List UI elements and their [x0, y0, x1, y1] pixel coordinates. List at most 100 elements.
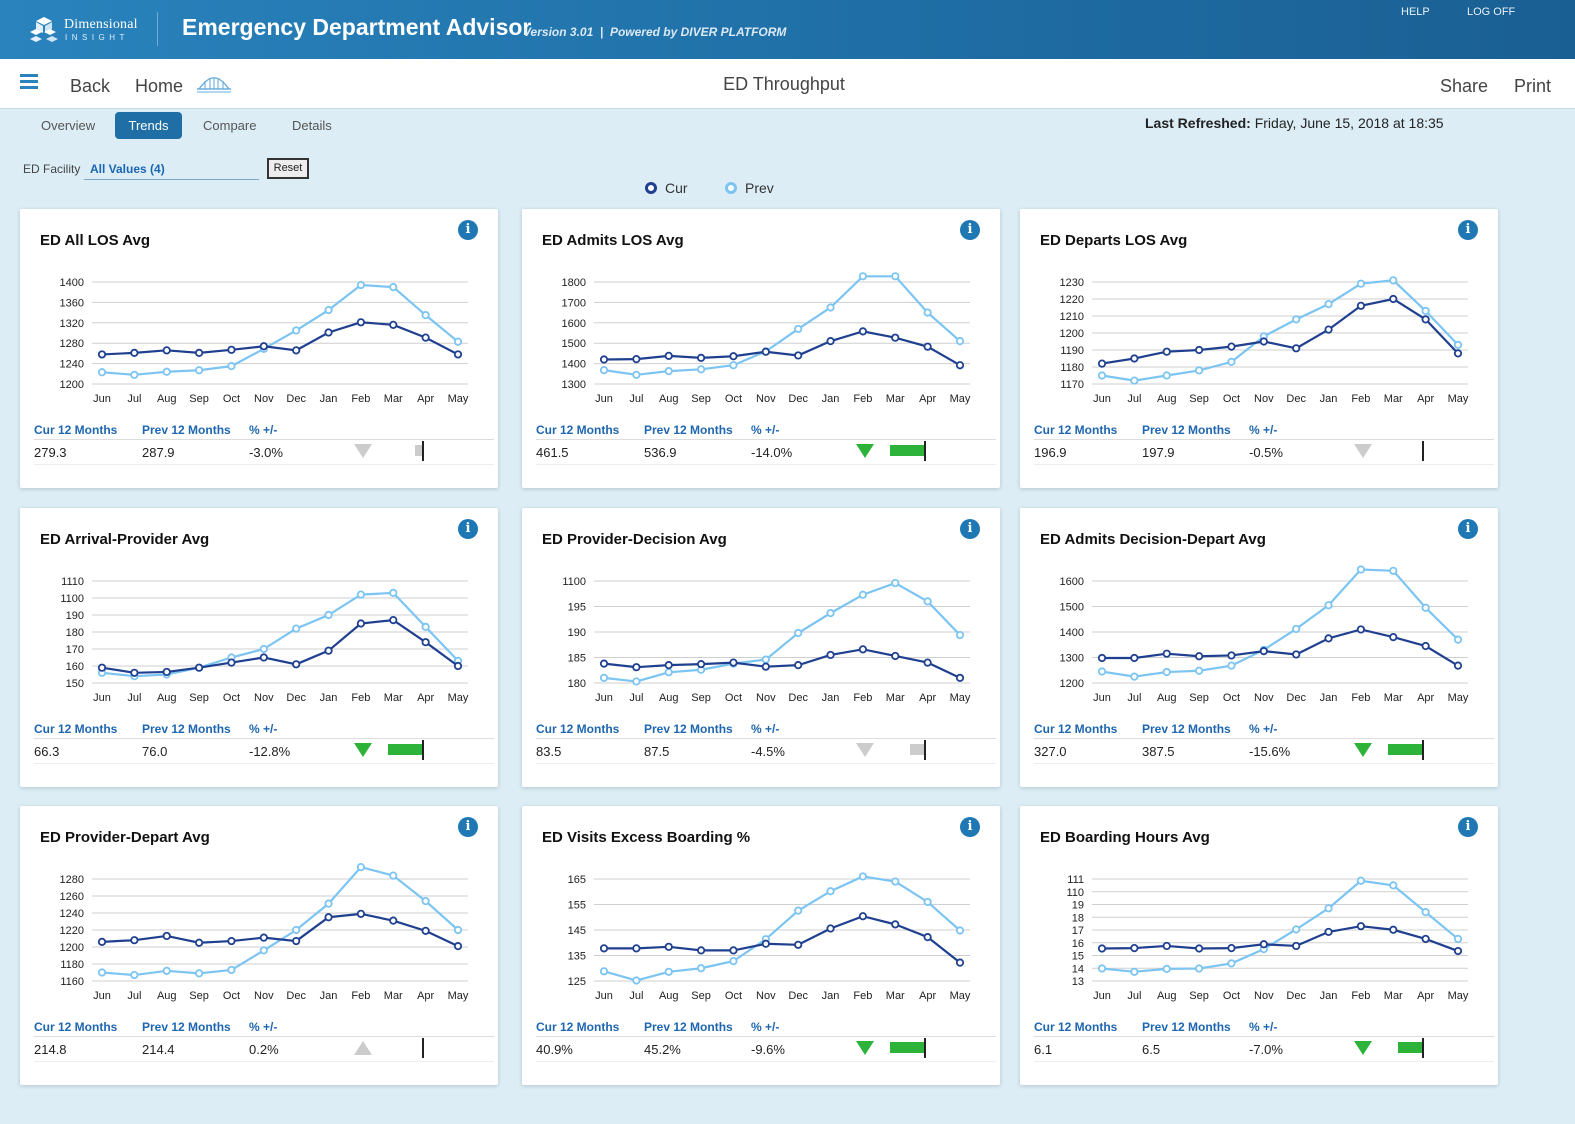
prev-data-point[interactable] [664, 367, 673, 376]
info-icon[interactable]: i [960, 519, 980, 539]
facility-filter-select[interactable]: All Values (4) [84, 158, 259, 180]
prev-data-point[interactable] [794, 906, 803, 915]
prev-data-point[interactable] [389, 282, 398, 292]
prev-data-point[interactable] [292, 326, 301, 335]
info-icon[interactable]: i [960, 220, 980, 240]
prev-data-point[interactable] [1292, 315, 1301, 324]
cur-data-point[interactable] [891, 920, 900, 929]
cur-data-point[interactable] [1324, 634, 1333, 643]
prev-data-point[interactable] [1356, 279, 1366, 288]
cur-data-point[interactable] [97, 937, 107, 947]
cur-data-point[interactable] [227, 658, 236, 667]
prev-data-point[interactable] [227, 362, 236, 371]
info-icon[interactable]: i [1458, 817, 1478, 837]
cur-data-point[interactable] [891, 333, 900, 342]
cur-data-point[interactable] [1097, 653, 1107, 663]
cur-data-point[interactable] [923, 658, 932, 667]
prev-data-point[interactable] [292, 624, 301, 633]
prev-data-point[interactable] [259, 946, 268, 955]
cur-data-point[interactable] [1356, 301, 1366, 310]
cur-data-point[interactable] [324, 328, 333, 337]
prev-data-point[interactable] [227, 965, 236, 975]
prev-data-point[interactable] [194, 366, 204, 375]
cur-data-point[interactable] [632, 355, 641, 364]
prev-data-point[interactable] [1130, 967, 1139, 976]
cur-data-point[interactable] [1292, 344, 1301, 353]
cur-data-point[interactable] [599, 659, 609, 668]
prev-data-point[interactable] [923, 897, 932, 907]
back-link[interactable]: Back [70, 76, 111, 96]
cur-data-point[interactable] [696, 353, 706, 362]
cur-data-point[interactable] [1227, 944, 1236, 953]
prev-data-point[interactable] [696, 365, 706, 374]
prev-data-point[interactable] [324, 610, 333, 620]
tab-overview[interactable]: Overview [41, 118, 96, 133]
cur-data-point[interactable] [826, 924, 835, 933]
cur-data-point[interactable] [162, 346, 171, 355]
tab-compare[interactable]: Compare [203, 118, 257, 133]
prev-data-point[interactable] [1097, 964, 1107, 973]
prev-data-point[interactable] [292, 925, 301, 935]
prev-data-point[interactable] [356, 280, 366, 290]
cur-data-point[interactable] [955, 958, 965, 967]
prev-data-point[interactable] [1421, 603, 1430, 612]
prev-data-point[interactable] [1453, 934, 1463, 944]
cur-data-point[interactable] [923, 933, 932, 942]
cur-data-point[interactable] [421, 638, 430, 647]
prev-data-point[interactable] [1453, 340, 1463, 350]
prev-data-point[interactable] [632, 677, 641, 686]
cur-data-point[interactable] [259, 933, 268, 942]
prev-data-point[interactable] [1421, 306, 1430, 316]
cur-data-point[interactable] [826, 650, 835, 660]
cur-data-point[interactable] [1356, 922, 1366, 931]
prev-data-point[interactable] [696, 964, 706, 973]
prev-data-point[interactable] [130, 970, 139, 980]
cur-data-point[interactable] [356, 909, 366, 918]
prev-data-point[interactable] [162, 367, 171, 376]
prev-data-point[interactable] [761, 655, 770, 664]
cur-data-point[interactable] [389, 320, 398, 329]
cur-data-point[interactable] [599, 944, 609, 953]
prev-data-point[interactable] [794, 324, 803, 334]
cur-data-point[interactable] [292, 936, 301, 946]
cur-data-point[interactable] [696, 946, 706, 955]
cur-data-point[interactable] [664, 661, 673, 670]
prev-data-point[interactable] [1292, 624, 1301, 634]
cur-data-point[interactable] [1227, 651, 1236, 660]
prev-data-point[interactable] [194, 969, 204, 978]
cur-data-point[interactable] [858, 327, 868, 336]
cur-data-point[interactable] [421, 333, 430, 342]
cur-data-point[interactable] [1356, 625, 1366, 634]
prev-data-point[interactable] [729, 361, 738, 370]
prev-data-point[interactable] [923, 597, 932, 606]
cur-data-point[interactable] [130, 348, 139, 357]
cur-data-point[interactable] [1194, 944, 1204, 953]
prev-data-point[interactable] [162, 966, 171, 975]
logoff-link[interactable]: LOG OFF [1467, 6, 1516, 18]
prev-data-point[interactable] [632, 976, 641, 985]
prev-data-point[interactable] [259, 644, 268, 654]
cur-data-point[interactable] [1421, 315, 1430, 324]
cur-data-point[interactable] [1453, 946, 1463, 956]
prev-data-point[interactable] [1453, 635, 1463, 644]
cur-data-point[interactable] [664, 351, 673, 360]
cur-data-point[interactable] [1389, 925, 1398, 934]
hamburger-menu-icon[interactable] [20, 74, 38, 90]
cur-data-point[interactable] [1194, 345, 1204, 355]
prev-data-point[interactable] [1162, 371, 1171, 380]
tab-details[interactable]: Details [292, 118, 332, 133]
cur-data-point[interactable] [97, 350, 107, 359]
prev-data-point[interactable] [421, 896, 430, 906]
cur-data-point[interactable] [1453, 661, 1463, 670]
cur-data-point[interactable] [421, 926, 430, 935]
cur-data-point[interactable] [761, 939, 770, 948]
prev-data-point[interactable] [858, 272, 868, 281]
cur-data-point[interactable] [1227, 342, 1236, 351]
cur-data-point[interactable] [858, 912, 868, 921]
cur-data-point[interactable] [130, 668, 139, 677]
cur-data-point[interactable] [194, 663, 204, 672]
cur-data-point[interactable] [696, 660, 706, 669]
prev-data-point[interactable] [97, 368, 107, 377]
cur-data-point[interactable] [227, 345, 236, 354]
cur-data-point[interactable] [794, 351, 803, 360]
